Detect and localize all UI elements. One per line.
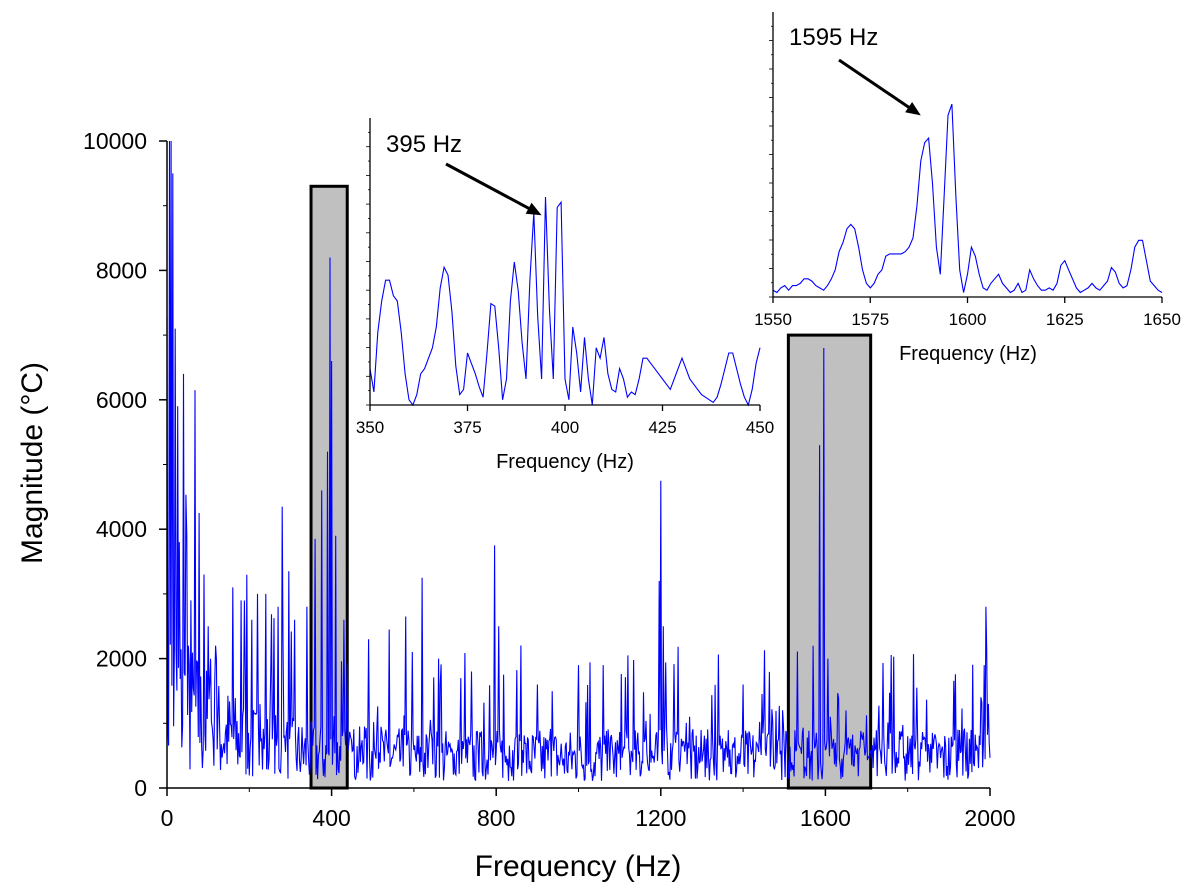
inset-x-tick-label: 1625 <box>1046 310 1084 329</box>
inset-1-line <box>369 196 761 407</box>
main-x-tick-label: 1600 <box>800 805 851 831</box>
inset-1595-background <box>773 10 1163 300</box>
main-spectrum-series <box>166 140 991 781</box>
main-x-tick-label: 400 <box>312 805 350 831</box>
main-y-axis-label: Magnitude (°C) <box>16 362 49 564</box>
main-axes: 0 400 800 1200 1600 2000 0 2000 4000 6000 8000 1000… <box>83 128 1016 831</box>
main-y-tick-label: 4000 <box>96 516 147 542</box>
inset-x-tick-label: 1600 <box>949 310 987 329</box>
inset-x-tick-label: 375 <box>453 418 481 437</box>
arrow-shaft <box>445 162 530 210</box>
inset-395-x-axis-label: Frequency (Hz) <box>496 451 634 473</box>
inset-395-arrow <box>445 162 542 216</box>
inset-395-annotation: 395 Hz <box>386 131 462 158</box>
main-y-tick-label: 6000 <box>96 387 147 413</box>
inset-x-tick-label: 400 <box>551 418 579 437</box>
inset-1595-series <box>772 103 1163 294</box>
main-x-tick-label: 0 <box>161 805 174 831</box>
main-x-axis-label: Frequency (Hz) <box>475 850 682 883</box>
inset-x-tick-label: 1550 <box>754 310 792 329</box>
main-x-tick-label: 800 <box>477 805 515 831</box>
main-x-tick-label: 2000 <box>964 805 1015 831</box>
inset-chart-395: 350 375 400 425 450 Frequency (Hz) 395 Hz <box>356 115 774 473</box>
arrow-shaft <box>838 58 910 109</box>
inset-2-line <box>772 103 1163 294</box>
main-y-tick-label: 10000 <box>83 128 147 154</box>
main-x-tick-label: 1200 <box>635 805 686 831</box>
inset-x-tick-label: 1575 <box>851 310 889 329</box>
inset-x-tick-label: 1650 <box>1143 310 1181 329</box>
highlight-region-2 <box>786 333 873 790</box>
main-y-tick-label: 2000 <box>96 646 147 672</box>
inset-chart-1595: 1550 1575 1600 1625 1650 Frequency (Hz) 1595… <box>754 10 1181 365</box>
main-spectrum-line <box>166 140 991 781</box>
inset-395-axes: 350 375 400 425 450 <box>356 118 774 437</box>
inset-x-tick-label: 425 <box>648 418 676 437</box>
main-y-tick-label: 8000 <box>96 257 147 283</box>
inset-395-series <box>369 196 761 407</box>
inset-1595-axes: 1550 1575 1600 1625 1650 <box>754 12 1181 329</box>
inset-1595-x-axis-label: Frequency (Hz) <box>899 343 1037 365</box>
arrow-head <box>525 202 542 216</box>
arrow-head <box>905 101 921 116</box>
inset-x-tick-label: 450 <box>746 418 774 437</box>
inset-1595-arrow <box>838 58 921 116</box>
inset-1595-annotation: 1595 Hz <box>789 24 878 51</box>
inset-x-tick-label: 350 <box>356 418 384 437</box>
main-y-tick-label: 0 <box>134 775 147 801</box>
